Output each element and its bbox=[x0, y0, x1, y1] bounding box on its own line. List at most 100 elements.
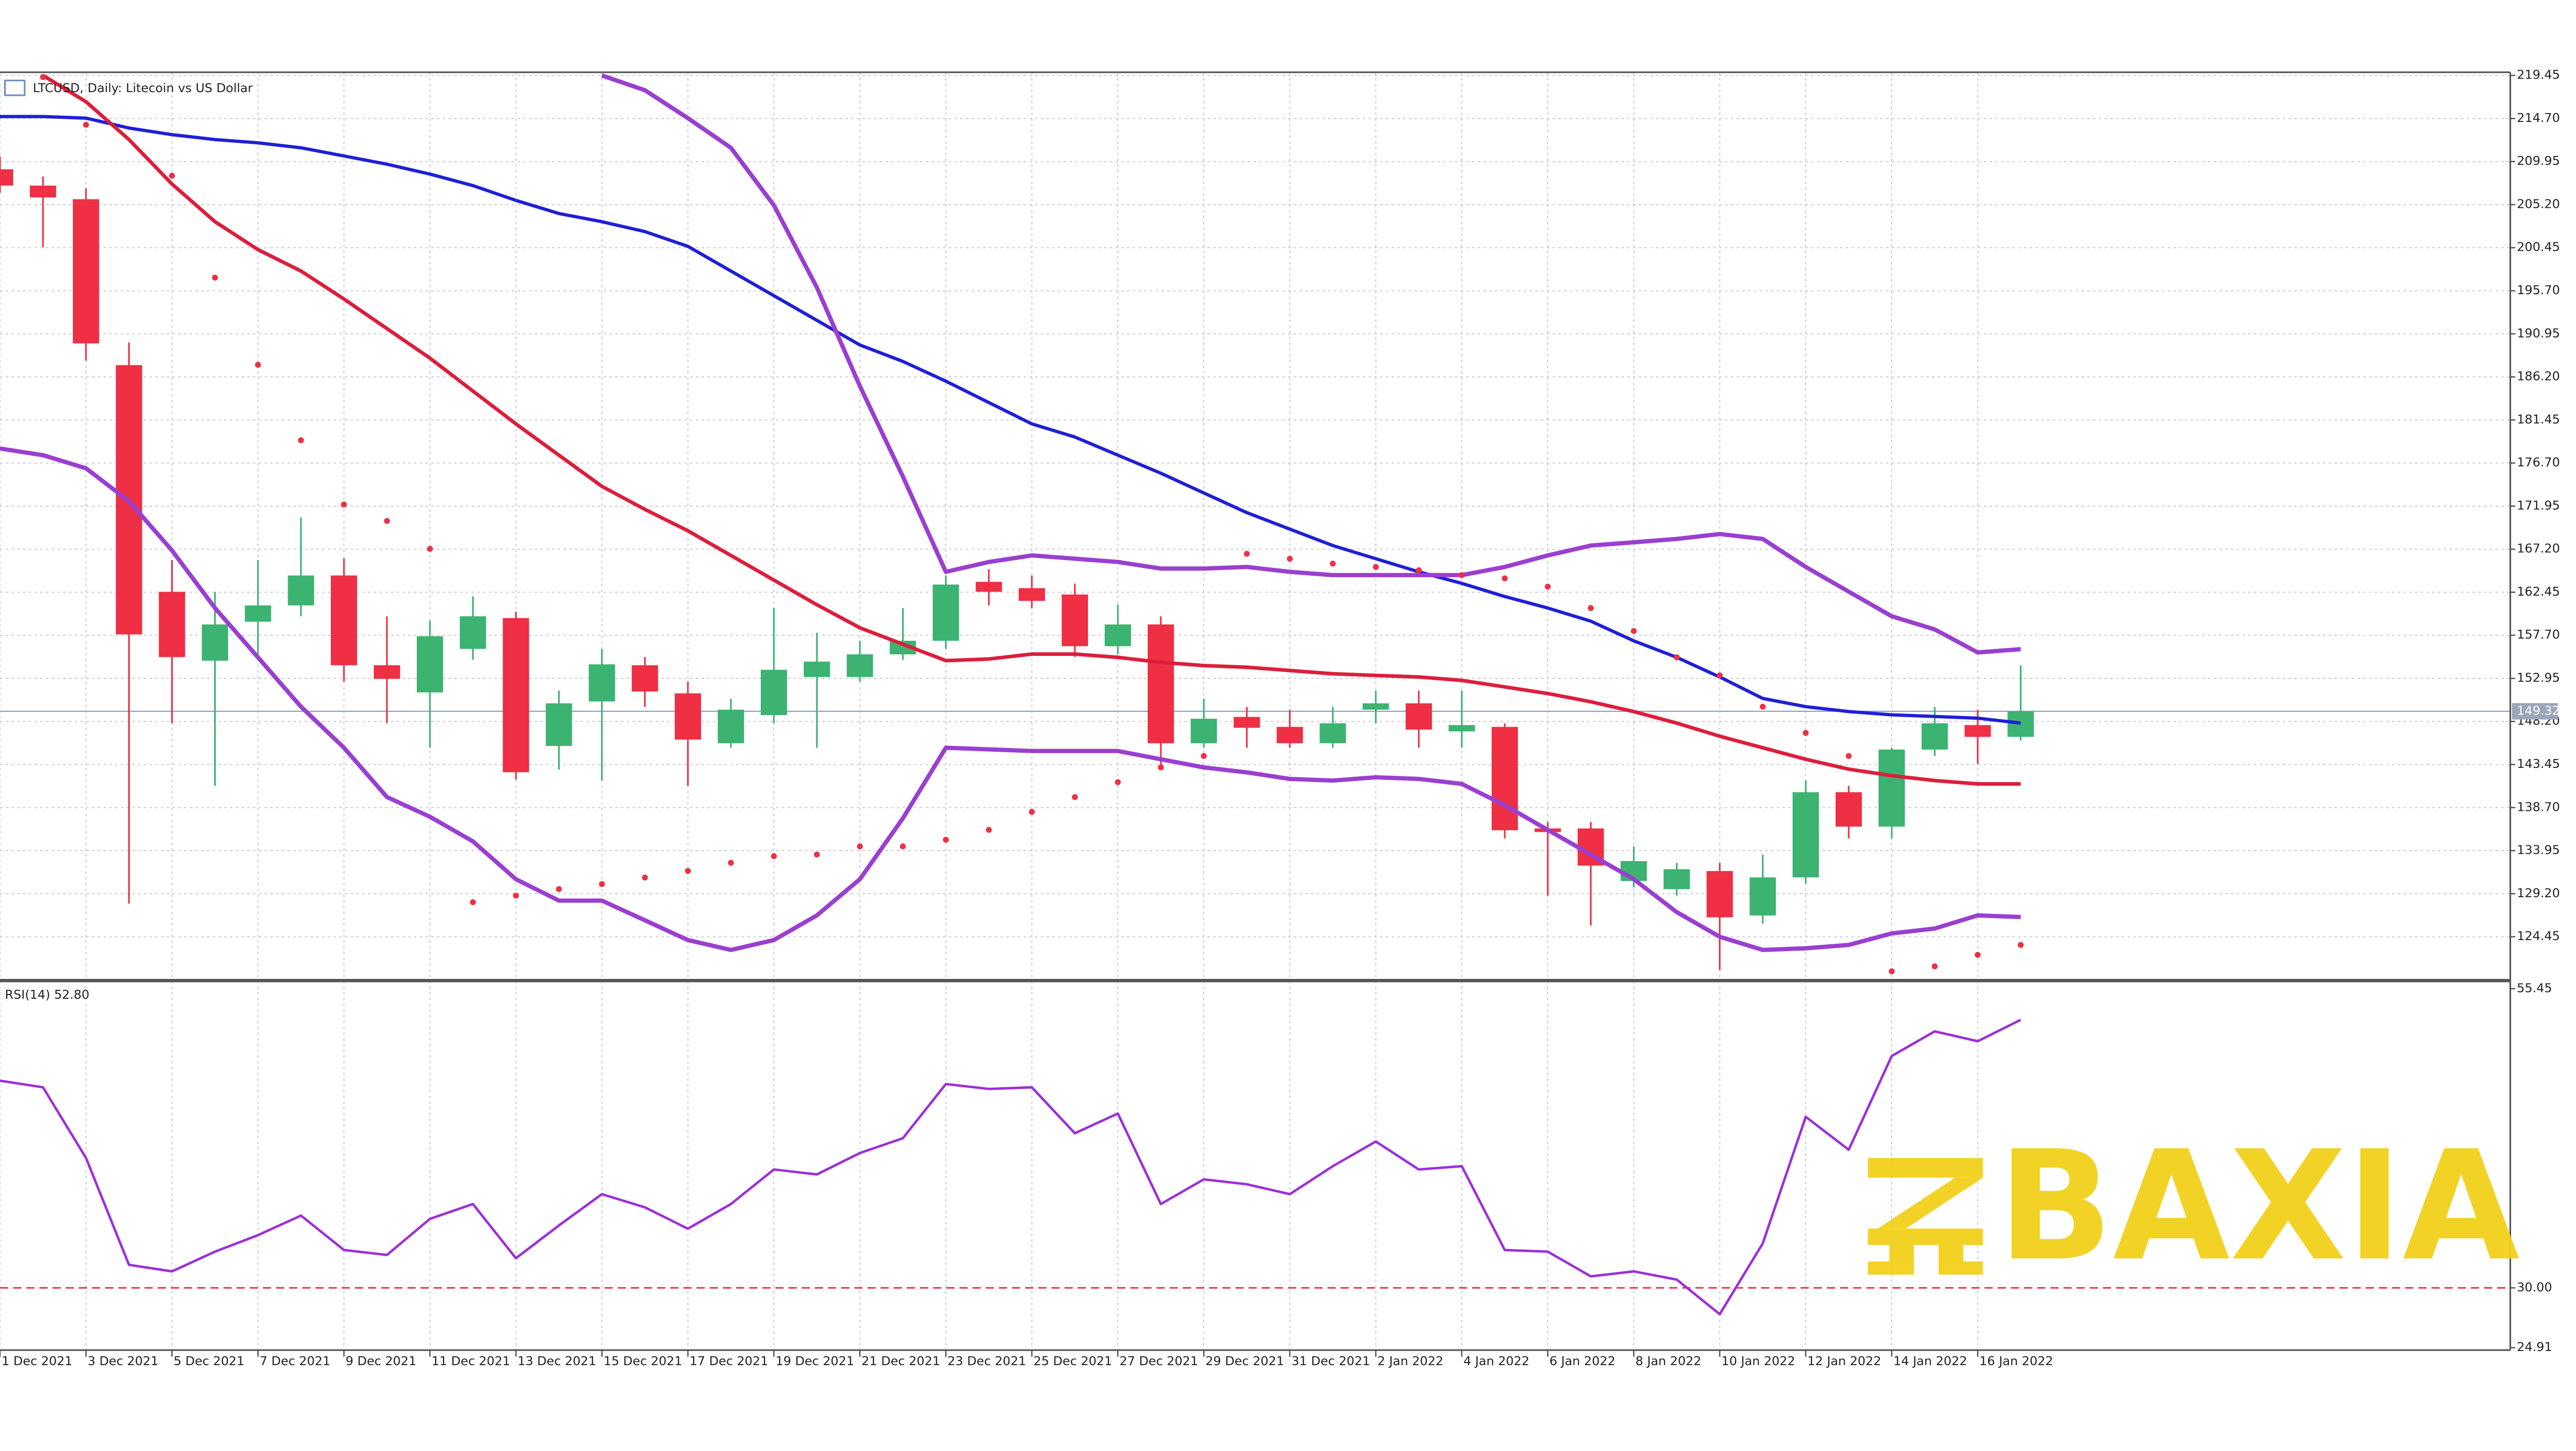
sar-dot bbox=[1115, 779, 1121, 785]
x-tick-label: 4 Jan 2022 bbox=[1463, 1354, 1529, 1368]
x-tick-label: 31 Dec 2021 bbox=[1292, 1354, 1370, 1368]
sar-dot bbox=[1243, 551, 1250, 557]
sar-dot bbox=[1459, 572, 1465, 578]
candle-body bbox=[287, 575, 314, 606]
x-tick-label: 2 Jan 2022 bbox=[1378, 1354, 1444, 1368]
candle-body bbox=[1018, 588, 1045, 601]
x-tick-label: 15 Dec 2021 bbox=[604, 1354, 682, 1368]
candle-body bbox=[932, 584, 959, 641]
logo-part bbox=[1868, 1245, 1914, 1275]
rsi-title: RSI(14) 52.80 bbox=[5, 987, 89, 1002]
candle-body bbox=[1835, 792, 1862, 827]
line bbox=[0, 115, 2021, 725]
sar-dot bbox=[341, 501, 347, 508]
candle-body bbox=[1234, 717, 1260, 728]
sar-dot bbox=[1889, 968, 1895, 975]
sar-dot bbox=[1502, 575, 1508, 582]
sar-dot bbox=[1846, 753, 1852, 759]
candle-body bbox=[1362, 703, 1389, 710]
sar-dot bbox=[728, 860, 734, 866]
candle-body bbox=[674, 693, 701, 740]
candle-body bbox=[1749, 877, 1776, 916]
candle-body bbox=[373, 665, 401, 679]
sar-dot bbox=[685, 868, 691, 874]
sar-dot bbox=[255, 362, 261, 368]
sar-dot bbox=[942, 836, 949, 843]
sar-dot bbox=[1201, 753, 1207, 759]
candle-body bbox=[1878, 749, 1905, 827]
sar-dot bbox=[83, 121, 89, 128]
y-tick-label: 167.20 bbox=[2517, 541, 2560, 556]
last-price-box bbox=[2512, 703, 2558, 720]
candle-body bbox=[546, 703, 572, 746]
line bbox=[601, 73, 2021, 655]
chart-title: LTCUSD, Daily: Litecoin vs US Dollar bbox=[33, 81, 253, 95]
logo-part bbox=[1868, 1229, 1983, 1245]
sar-dot bbox=[1587, 605, 1594, 611]
x-tick-label: 16 Jan 2022 bbox=[1979, 1354, 2053, 1368]
y-tick-label: 30.00 bbox=[2517, 1280, 2552, 1294]
sar-dot bbox=[1673, 654, 1680, 661]
sar-dot bbox=[513, 892, 519, 899]
candle-body bbox=[460, 616, 486, 649]
sar-dot bbox=[1416, 567, 1422, 573]
candle-body bbox=[1276, 727, 1303, 743]
x-tick-label: 1 Dec 2021 bbox=[2, 1354, 72, 1368]
y-tick-label: 186.20 bbox=[2517, 369, 2560, 384]
candle-body bbox=[1706, 871, 1733, 918]
candle-body bbox=[159, 591, 185, 657]
line bbox=[0, 1019, 2022, 1315]
x-tick-label: 8 Jan 2022 bbox=[1636, 1354, 1702, 1368]
candle-body bbox=[847, 654, 873, 677]
last-price-label: 149.32 bbox=[2517, 703, 2560, 718]
y-tick-label: 162.45 bbox=[2517, 584, 2560, 599]
sar-dot bbox=[2017, 942, 2024, 948]
x-tick-label: 21 Dec 2021 bbox=[861, 1354, 940, 1368]
sar-dot bbox=[212, 274, 218, 281]
y-tick-label: 181.45 bbox=[2517, 412, 2560, 427]
candle-body bbox=[1148, 624, 1174, 743]
y-tick-label: 55.45 bbox=[2517, 980, 2552, 995]
sar-dot bbox=[1630, 628, 1637, 634]
chart-icon bbox=[4, 80, 26, 96]
y-tick-label: 190.95 bbox=[2517, 326, 2560, 340]
sar-dot bbox=[985, 827, 992, 833]
sar-dot bbox=[1158, 764, 1164, 771]
sar-dot bbox=[642, 874, 648, 881]
sar-dot bbox=[470, 899, 476, 906]
watermark: BAXIA bbox=[1868, 1119, 2521, 1294]
candle-body bbox=[73, 199, 99, 343]
sar-dot bbox=[598, 881, 605, 887]
y-tick-label: 129.20 bbox=[2517, 886, 2560, 900]
watermark-text: BAXIA bbox=[1998, 1119, 2521, 1294]
candle-body bbox=[1448, 725, 1475, 732]
y-tick-label: 138.70 bbox=[2517, 799, 2560, 814]
y-tick-label: 24.91 bbox=[2517, 1340, 2552, 1354]
y-tick-label: 200.45 bbox=[2517, 240, 2560, 254]
x-tick-label: 3 Dec 2021 bbox=[87, 1354, 158, 1368]
candle-body bbox=[1104, 624, 1131, 646]
y-tick-label: 209.95 bbox=[2517, 153, 2560, 168]
sar-dot bbox=[298, 437, 304, 443]
sar-dot bbox=[1803, 730, 1809, 736]
y-tick-label: 171.95 bbox=[2517, 498, 2560, 512]
candle-body bbox=[1663, 869, 1690, 889]
candle-body bbox=[245, 605, 271, 622]
y-tick-label: 219.45 bbox=[2517, 68, 2560, 82]
logo-part bbox=[1878, 1177, 1983, 1229]
x-tick-label: 17 Dec 2021 bbox=[690, 1354, 768, 1368]
line bbox=[42, 74, 2021, 786]
candle-body bbox=[1964, 725, 1991, 737]
x-tick-label: 12 Jan 2022 bbox=[1807, 1354, 1881, 1368]
candle-body bbox=[975, 582, 1002, 592]
x-tick-label: 29 Dec 2021 bbox=[1205, 1354, 1284, 1368]
candle-body bbox=[631, 665, 658, 692]
sar-dot bbox=[1716, 672, 1723, 678]
x-tick-label: 11 Dec 2021 bbox=[431, 1354, 510, 1368]
sar-dot bbox=[40, 74, 46, 80]
sar-dot bbox=[1072, 794, 1078, 800]
logo-part bbox=[1938, 1245, 1983, 1275]
y-tick-label: 205.20 bbox=[2517, 196, 2560, 211]
sar-dot bbox=[771, 853, 777, 860]
